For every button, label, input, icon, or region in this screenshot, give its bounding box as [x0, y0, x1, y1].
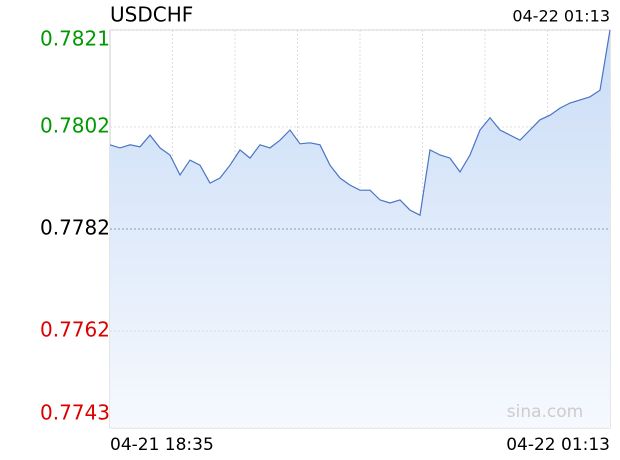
- x-tick-label: 04-22 01:13: [506, 435, 610, 455]
- chart-title: USDCHF: [110, 3, 193, 27]
- x-tick-label: 04-21 18:35: [110, 435, 214, 455]
- y-tick-label: 0.7802: [40, 113, 110, 137]
- y-tick-label: 0.7762: [40, 318, 110, 342]
- update-time: 04-22 01:13: [512, 7, 610, 26]
- y-tick-label: 0.7743: [40, 401, 110, 425]
- price-line: [109, 29, 611, 217]
- y-tick-label: 0.7821: [40, 27, 110, 51]
- watermark: sina.com: [507, 402, 583, 422]
- y-tick-label: 0.7782: [40, 216, 110, 240]
